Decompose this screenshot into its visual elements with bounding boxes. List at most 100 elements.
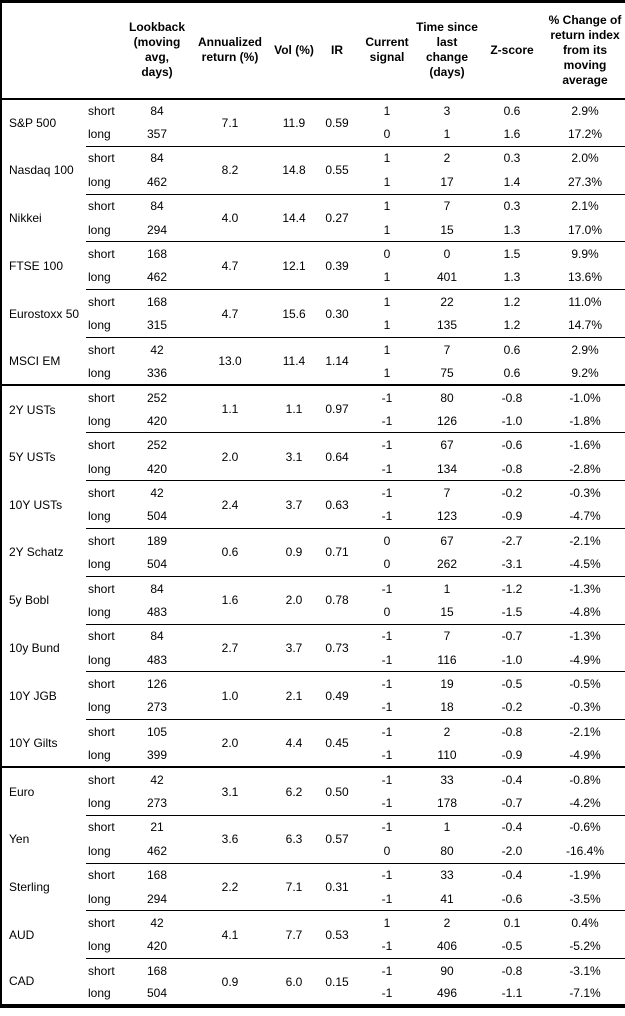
- table-row: Nasdaq 100 short 84 8.2 14.8 0.55 1 2 0.3 2.0%: [1, 146, 625, 195]
- z-score-value: -0.4: [501, 820, 523, 835]
- annualized-return-value: 13.0: [187, 337, 273, 387]
- time-since-value: 401: [415, 265, 479, 291]
- table-row: long 273 -1 178 -0.7 -4.2%: [1, 791, 625, 816]
- table-body: S&P 500 short 84 7.1 11.9 0.59 1 3 0.6 2.9% long 35…: [1, 98, 625, 1007]
- vol-value: 3.7: [273, 624, 315, 673]
- time-since-value: 0: [443, 247, 451, 262]
- asset-name: CAD: [9, 974, 35, 989]
- signal-value: -1: [381, 485, 393, 500]
- ir-value: 0.73: [315, 624, 359, 673]
- table-row: long 420 -1 126 -1.0 -1.8%: [1, 409, 625, 434]
- annualized-return-value: 4.7: [187, 289, 273, 338]
- side-label: short: [88, 772, 115, 787]
- table-row: S&P 500 short 84 7.1 11.9 0.59 1 3 0.6 2.9%: [1, 98, 625, 147]
- pct-change-value: 13.6%: [545, 265, 625, 291]
- pct-change-value: -5.2%: [545, 934, 625, 960]
- side-label: long: [86, 122, 127, 147]
- signal-value: 1: [383, 915, 391, 930]
- side-label: short: [88, 533, 115, 548]
- pct-change-value: -4.2%: [545, 791, 625, 816]
- lookback-value: 252: [146, 390, 168, 405]
- ir-value: 0.39: [315, 241, 359, 291]
- annualized-return-value: 3.1: [187, 767, 273, 816]
- table-row: Nikkei short 84 4.0 14.4 0.27 1 7 0.3 2.1%: [1, 194, 625, 243]
- z-score-value: 0.6: [503, 342, 521, 357]
- signal-value: -1: [359, 934, 415, 960]
- lookback-value: 252: [146, 438, 168, 453]
- signal-value: 1: [383, 103, 391, 118]
- ir-value: 0.31: [315, 863, 359, 912]
- ir-value: 0.55: [315, 146, 359, 195]
- pct-change-value: 0.4%: [571, 915, 599, 930]
- pct-change-value: -3.5%: [545, 886, 625, 912]
- time-since-value: 2: [443, 724, 451, 739]
- vol-value: 0.9: [273, 528, 315, 577]
- time-since-value: 2: [443, 151, 451, 166]
- z-score-value: -0.6: [501, 438, 523, 453]
- time-since-value: 80: [415, 839, 479, 864]
- time-since-value: 2: [443, 915, 451, 930]
- side-label: long: [86, 552, 127, 577]
- side-label: long: [86, 600, 127, 625]
- z-score-value: -1.1: [501, 986, 523, 1001]
- ir-value: 0.63: [315, 480, 359, 530]
- signal-value: 1: [383, 294, 391, 309]
- asset-name: 10y Bund: [9, 640, 60, 655]
- vol-value: 4.4: [273, 719, 315, 769]
- table-row: Sterling short 168 2.2 7.1 0.31 -1 33 -0.4 -1.9%: [1, 863, 625, 912]
- lookback-value: 483: [127, 647, 187, 673]
- lookback-value: 420: [127, 409, 187, 434]
- z-score-value: -0.2: [479, 695, 545, 721]
- table-row: AUD short 42 4.1 7.7 0.53 1 2 0.1 0.4%: [1, 910, 625, 960]
- asset-name: 5Y USTs: [9, 449, 56, 464]
- z-score-value: -0.8: [501, 963, 523, 978]
- signal-value: 0: [359, 122, 415, 147]
- lookback-value: 294: [127, 217, 187, 243]
- column-header-vol: Vol (%): [273, 1, 315, 100]
- signal-value: -1: [381, 986, 393, 1001]
- pct-change-value: -7.1%: [569, 986, 601, 1001]
- time-since-value: 33: [440, 868, 454, 883]
- z-score-value: -0.9: [479, 743, 545, 769]
- side-label: short: [88, 294, 115, 309]
- signal-value: -1: [381, 677, 393, 692]
- ir-value: 0.97: [315, 385, 359, 434]
- annualized-return-value: 2.0: [187, 719, 273, 769]
- pct-change-value: 9.2%: [545, 361, 625, 387]
- pct-change-value: -4.9%: [545, 647, 625, 673]
- signal-value: -1: [359, 886, 415, 912]
- column-header-asset: [1, 1, 86, 100]
- z-score-value: -0.8: [501, 390, 523, 405]
- annualized-return-value: 4.0: [187, 194, 273, 243]
- lookback-value: 168: [146, 963, 168, 978]
- pct-change-value: -1.9%: [569, 868, 601, 883]
- asset-name: Eurostoxx 50: [9, 306, 80, 321]
- time-since-value: 7: [443, 342, 451, 357]
- lookback-value: 42: [150, 772, 164, 787]
- signal-value: -1: [381, 629, 393, 644]
- time-since-value: 41: [415, 886, 479, 912]
- ir-value: 0.30: [315, 289, 359, 338]
- pct-change-value: 2.0%: [571, 151, 599, 166]
- signal-value: 1: [359, 361, 415, 387]
- table-row: long 273 -1 18 -0.2 -0.3%: [1, 695, 625, 721]
- side-label: short: [88, 724, 115, 739]
- z-score-value: 0.6: [503, 103, 521, 118]
- z-score-value: 0.3: [503, 199, 521, 214]
- table-row: long 420 -1 406 -0.5 -5.2%: [1, 934, 625, 960]
- time-since-value: 33: [440, 772, 454, 787]
- signal-value: 0: [359, 552, 415, 577]
- z-score-value: -0.5: [501, 677, 523, 692]
- side-label: long: [86, 265, 127, 291]
- signal-value: 1: [383, 199, 391, 214]
- time-since-value: 22: [440, 294, 454, 309]
- asset-name: Yen: [9, 832, 30, 847]
- time-since-value: 406: [415, 934, 479, 960]
- lookback-value: 357: [127, 122, 187, 147]
- signal-value: -1: [359, 409, 415, 434]
- side-label: long: [86, 647, 127, 673]
- side-label: short: [88, 390, 115, 405]
- annualized-return-value: 0.9: [221, 974, 239, 989]
- side-label: long: [86, 886, 127, 912]
- pct-change-value: -2.1%: [569, 724, 601, 739]
